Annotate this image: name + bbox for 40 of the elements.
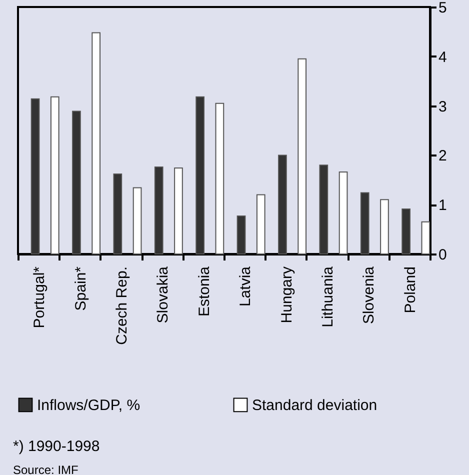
bar: [50, 96, 60, 254]
y-tick-label: 5: [438, 0, 447, 16]
x-tick-label: Portugal*: [31, 266, 48, 328]
y-tick-label: 0: [438, 246, 447, 264]
bar: [236, 215, 246, 254]
x-tick-label: Slovakia: [154, 266, 172, 324]
x-tick-label: Spain*: [72, 266, 90, 311]
bar: [30, 98, 40, 254]
bar: [154, 166, 164, 254]
bar: [360, 192, 370, 254]
bar: [132, 187, 142, 254]
x-tick-label: Poland: [402, 266, 419, 314]
y-tick-label: 2: [438, 148, 447, 165]
x-tick-label: Latvia: [237, 266, 254, 307]
bar: [402, 208, 410, 254]
x-tick-label: Czech Rep.: [114, 266, 130, 345]
text: *) 1990-1998: [13, 438, 100, 455]
legend-label: Inflows/GDP, %: [37, 396, 140, 414]
x-tick-label: Hungary: [278, 266, 296, 324]
bar: [421, 221, 430, 254]
y-tick-label: 1: [438, 197, 447, 214]
bar: [278, 154, 287, 254]
bar: [113, 173, 122, 254]
bar: [215, 102, 224, 254]
x-tick-label: Estonia: [196, 266, 213, 317]
y-tick-label: 3: [438, 98, 447, 116]
source-note: Source: IMF: [13, 463, 78, 475]
bar: [380, 199, 389, 254]
legend-label: Standard deviation: [252, 396, 378, 414]
bar: [298, 58, 307, 254]
bar: [92, 32, 101, 254]
bar: [319, 164, 328, 254]
y-tick-label: 4: [438, 48, 447, 66]
bar: [174, 168, 183, 254]
x-tick-label: Slovenia: [360, 266, 378, 324]
bar: [196, 96, 204, 254]
bar: [72, 110, 81, 254]
x-tick-label: Lithuania: [320, 266, 336, 328]
bar: [256, 194, 266, 254]
bar: [338, 171, 348, 254]
